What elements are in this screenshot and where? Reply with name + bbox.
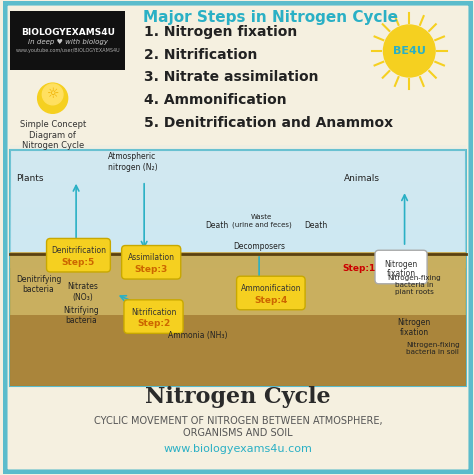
Text: Major Steps in Nitrogen Cycle: Major Steps in Nitrogen Cycle: [143, 10, 398, 26]
Text: Step:5: Step:5: [62, 258, 95, 267]
Text: Assimilation: Assimilation: [128, 253, 175, 262]
Text: www.biologyexams4u.com: www.biologyexams4u.com: [164, 444, 312, 454]
FancyBboxPatch shape: [10, 252, 465, 386]
Text: 2. Nitrification: 2. Nitrification: [144, 48, 257, 62]
FancyBboxPatch shape: [122, 246, 181, 279]
FancyBboxPatch shape: [10, 200, 465, 207]
FancyBboxPatch shape: [10, 150, 465, 386]
Text: Step:1: Step:1: [342, 264, 375, 273]
FancyBboxPatch shape: [10, 231, 465, 238]
FancyBboxPatch shape: [10, 11, 126, 70]
Circle shape: [42, 84, 63, 105]
Text: 4. Ammonification: 4. Ammonification: [144, 93, 287, 107]
Text: Simple Concept
Diagram of
Nitrogen Cycle: Simple Concept Diagram of Nitrogen Cycle: [19, 120, 86, 150]
FancyBboxPatch shape: [46, 238, 110, 272]
Text: ORGANISMS AND SOIL: ORGANISMS AND SOIL: [183, 428, 293, 438]
Text: Death: Death: [304, 221, 327, 230]
FancyBboxPatch shape: [10, 256, 465, 262]
Circle shape: [383, 25, 435, 77]
Text: Nitrifying
bacteria: Nitrifying bacteria: [63, 306, 99, 325]
Text: Step:2: Step:2: [137, 319, 170, 328]
FancyBboxPatch shape: [10, 315, 465, 386]
Text: Denitrification: Denitrification: [51, 247, 106, 255]
FancyBboxPatch shape: [10, 207, 465, 213]
FancyBboxPatch shape: [10, 195, 465, 200]
Text: 1. Nitrogen fixation: 1. Nitrogen fixation: [144, 25, 297, 39]
FancyBboxPatch shape: [10, 164, 465, 170]
Text: Nitrogen Cycle: Nitrogen Cycle: [145, 386, 331, 408]
Text: Plants: Plants: [17, 174, 44, 183]
FancyBboxPatch shape: [10, 225, 465, 231]
FancyBboxPatch shape: [10, 250, 465, 256]
FancyBboxPatch shape: [10, 238, 465, 244]
Text: Atmospheric
nitrogen (N₂): Atmospheric nitrogen (N₂): [108, 152, 157, 171]
Text: Step:3: Step:3: [135, 265, 168, 274]
Circle shape: [37, 83, 68, 114]
Text: www.youtube.com/user/BIOLOGYEXAMS4U: www.youtube.com/user/BIOLOGYEXAMS4U: [15, 48, 120, 53]
Text: ★: ★: [43, 86, 63, 106]
Text: fixation: fixation: [386, 269, 416, 278]
FancyBboxPatch shape: [124, 300, 183, 333]
Text: Ammonification: Ammonification: [241, 284, 301, 293]
FancyBboxPatch shape: [10, 176, 465, 182]
FancyBboxPatch shape: [10, 145, 465, 152]
FancyBboxPatch shape: [10, 170, 465, 176]
FancyBboxPatch shape: [10, 158, 465, 164]
Text: ☼: ☼: [46, 87, 59, 102]
Text: 3. Nitrate assimilation: 3. Nitrate assimilation: [144, 70, 319, 85]
Text: BE4U: BE4U: [393, 46, 426, 56]
FancyBboxPatch shape: [237, 276, 305, 310]
FancyBboxPatch shape: [10, 213, 465, 219]
Text: Nitrogen-fixing
bacteria in
plant roots: Nitrogen-fixing bacteria in plant roots: [387, 275, 441, 294]
FancyBboxPatch shape: [10, 244, 465, 250]
Text: Nitrogen: Nitrogen: [384, 260, 418, 269]
Text: Waste
(urine and feces): Waste (urine and feces): [232, 214, 292, 228]
Text: Denitrifying
bacteria: Denitrifying bacteria: [16, 275, 61, 294]
Text: 5. Denitrification and Anammox: 5. Denitrification and Anammox: [144, 116, 393, 130]
FancyBboxPatch shape: [10, 182, 465, 189]
FancyBboxPatch shape: [10, 219, 465, 225]
Text: Ammonia (NH₃): Ammonia (NH₃): [168, 331, 228, 340]
FancyBboxPatch shape: [10, 262, 465, 268]
Text: Death: Death: [205, 221, 228, 230]
Text: Nitrogen-fixing
bacteria in soil: Nitrogen-fixing bacteria in soil: [406, 342, 460, 355]
FancyBboxPatch shape: [10, 189, 465, 195]
FancyBboxPatch shape: [10, 152, 465, 158]
Text: Animals: Animals: [344, 174, 380, 183]
FancyBboxPatch shape: [375, 250, 427, 284]
Text: CYCLIC MOVEMENT OF NITROGEN BETWEEN ATMOSPHERE,: CYCLIC MOVEMENT OF NITROGEN BETWEEN ATMO…: [94, 416, 383, 426]
Text: Nitrification: Nitrification: [131, 308, 176, 317]
Text: Step:4: Step:4: [254, 296, 288, 305]
Text: Nitrates
(NO₃): Nitrates (NO₃): [68, 282, 99, 302]
Text: In deep ♥ with biology: In deep ♥ with biology: [27, 38, 108, 45]
Text: Decomposers: Decomposers: [233, 242, 285, 251]
Text: Nitrogen
fixation: Nitrogen fixation: [397, 317, 430, 337]
Text: BIOLOGYEXAMS4U: BIOLOGYEXAMS4U: [21, 28, 115, 37]
FancyBboxPatch shape: [3, 1, 473, 474]
